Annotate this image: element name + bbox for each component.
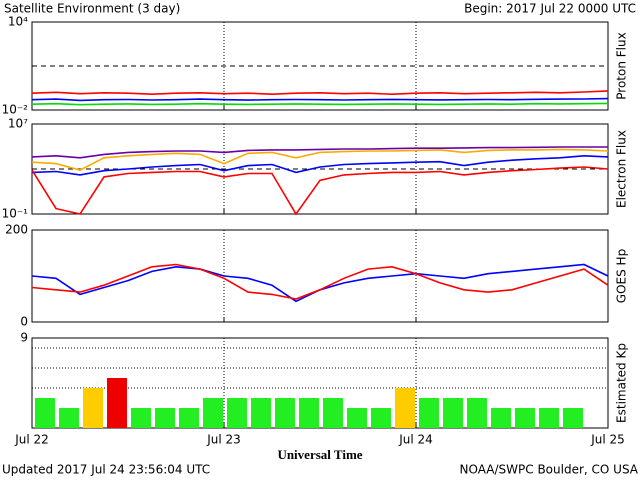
kp-bar [419,398,439,428]
x-tick-label: Jul 23 [206,433,241,447]
kp-bar [203,398,223,428]
kp-bar [323,398,343,428]
kp-bar [299,398,319,428]
series-line [31,166,609,216]
kp-bar [227,398,247,428]
kp-bar [491,408,511,428]
kp-bar [155,408,175,428]
y-axis-label: Proton Flux [615,32,629,99]
y-tick-label: 0 [20,315,28,329]
series-line [31,154,609,176]
y-tick-label: 10⁷ [8,117,28,131]
series-line [31,148,609,171]
x-tick-label: Jul 24 [398,433,433,447]
kp-bar [515,408,535,428]
series-line [31,90,609,96]
kp-bar [539,408,559,428]
series-line [31,97,609,102]
kp-bar [179,408,199,428]
chart-title: Satellite Environment (3 day) [4,2,180,16]
y-axis-label: Electron Flux [615,130,629,208]
y-axis-label: Estimated Kp [615,343,629,423]
kp-bar [107,378,127,428]
kp-bar [395,388,415,428]
x-axis-label: Universal Time [277,447,362,462]
series-line [31,263,609,303]
kp-bar [467,398,487,428]
x-tick-label: Jul 25 [590,433,625,447]
updated: Updated 2017 Jul 24 23:56:04 UTC [2,463,210,477]
kp-bar [83,388,103,428]
kp-bar [131,408,151,428]
series-line [31,146,608,159]
kp-bar [35,398,55,428]
kp-bar [563,408,583,428]
x-tick-label: Jul 22 [14,433,49,447]
y-tick-label: 10⁻¹ [2,207,29,221]
kp-bar [371,408,391,428]
y-axis-label: GOES Hp [615,249,629,303]
y-tick-label: 9 [20,331,28,345]
series-line [31,263,609,300]
kp-bar [59,408,79,428]
series-line [31,102,609,106]
kp-bar [275,398,295,428]
y-tick-label: 10⁴ [8,15,28,29]
kp-bar [251,398,271,428]
kp-bar [443,398,463,428]
plot-frame [31,229,609,323]
begin-time: Begin: 2017 Jul 22 0000 UTC [464,2,636,16]
y-tick-label: 200 [5,223,28,237]
credit: NOAA/SWPC Boulder, CO USA [460,463,639,477]
y-tick-label: 10⁻² [2,103,29,117]
kp-bar [347,408,367,428]
